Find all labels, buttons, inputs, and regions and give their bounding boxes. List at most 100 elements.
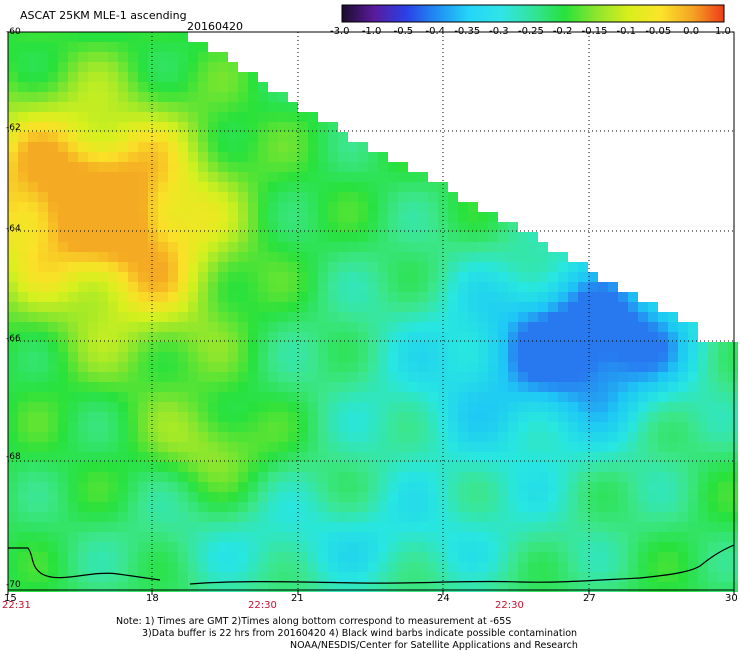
data-cell: [108, 462, 118, 472]
data-cell: [78, 262, 88, 272]
data-cell: [588, 562, 598, 572]
data-cell: [538, 422, 548, 432]
data-cell: [148, 442, 158, 452]
data-cell: [518, 532, 528, 542]
data-cell: [418, 522, 428, 532]
data-cell: [308, 282, 318, 292]
data-cell: [718, 572, 728, 582]
data-cell: [98, 182, 108, 192]
data-cell: [18, 322, 28, 332]
data-cell: [278, 302, 288, 312]
data-cell: [388, 232, 398, 242]
data-cell: [128, 312, 138, 322]
data-cell: [28, 252, 38, 262]
data-cell: [78, 62, 88, 72]
data-cell: [448, 512, 458, 522]
data-cell: [138, 202, 148, 212]
data-cell: [338, 242, 348, 252]
data-cell: [58, 432, 68, 442]
data-cell: [438, 262, 448, 272]
data-cell: [118, 132, 128, 142]
data-cell: [548, 372, 558, 382]
data-cell: [258, 472, 268, 482]
data-cell: [428, 352, 438, 362]
data-cell: [548, 452, 558, 462]
data-cell: [308, 122, 318, 132]
data-cell: [158, 462, 168, 472]
lat-label-66: -66: [6, 334, 21, 344]
data-cell: [428, 492, 438, 502]
data-cell: [488, 332, 498, 342]
data-cell: [48, 62, 58, 72]
data-cell: [438, 422, 448, 432]
data-cell: [538, 262, 548, 272]
data-cell: [288, 332, 298, 342]
data-cell: [368, 432, 378, 442]
data-cell: [148, 222, 158, 232]
data-cell: [348, 572, 358, 582]
data-cell: [188, 582, 198, 592]
data-cell: [588, 272, 598, 282]
data-cell: [68, 262, 78, 272]
data-cell: [18, 472, 28, 482]
data-cell: [18, 242, 28, 252]
data-cell: [258, 532, 268, 542]
data-cell: [428, 472, 438, 482]
data-cell: [28, 72, 38, 82]
data-cell: [208, 522, 218, 532]
data-cell: [228, 432, 238, 442]
data-cell: [658, 572, 668, 582]
data-cell: [8, 442, 18, 452]
data-cell: [198, 42, 208, 52]
data-cell: [178, 42, 188, 52]
data-cell: [568, 572, 578, 582]
data-cell: [598, 392, 608, 402]
data-cell: [298, 212, 308, 222]
data-cell: [398, 422, 408, 432]
data-cell: [228, 522, 238, 532]
data-cell: [318, 152, 328, 162]
data-cell: [388, 252, 398, 262]
data-cell: [38, 362, 48, 372]
data-cell: [488, 362, 498, 372]
data-cell: [338, 332, 348, 342]
data-cell: [168, 122, 178, 132]
data-cell: [328, 362, 338, 372]
data-cell: [318, 272, 328, 282]
data-cell: [18, 262, 28, 272]
data-cell: [88, 462, 98, 472]
data-cell: [318, 122, 328, 132]
data-cell: [48, 392, 58, 402]
data-cell: [448, 202, 458, 212]
data-cell: [458, 332, 468, 342]
data-cell: [268, 482, 278, 492]
data-cell: [668, 322, 678, 332]
data-cell: [148, 212, 158, 222]
data-cell: [278, 432, 288, 442]
data-cell: [668, 352, 678, 362]
data-cell: [128, 372, 138, 382]
data-cell: [218, 72, 228, 82]
data-cell: [398, 562, 408, 572]
data-cell: [458, 312, 468, 322]
data-cell: [148, 152, 158, 162]
data-cell: [8, 262, 18, 272]
data-cell: [228, 102, 238, 112]
data-cell: [318, 252, 328, 262]
data-cell: [28, 172, 38, 182]
data-cell: [368, 252, 378, 262]
data-cell: [548, 292, 558, 302]
data-cell: [668, 392, 678, 402]
data-cell: [448, 452, 458, 462]
data-cell: [718, 542, 728, 552]
data-cell: [588, 532, 598, 542]
data-cell: [98, 492, 108, 502]
data-cell: [238, 82, 248, 92]
data-cell: [188, 112, 198, 122]
data-cell: [88, 452, 98, 462]
data-cell: [238, 282, 248, 292]
data-cell: [68, 272, 78, 282]
data-cell: [598, 582, 608, 592]
data-cell: [18, 212, 28, 222]
data-cell: [168, 502, 178, 512]
